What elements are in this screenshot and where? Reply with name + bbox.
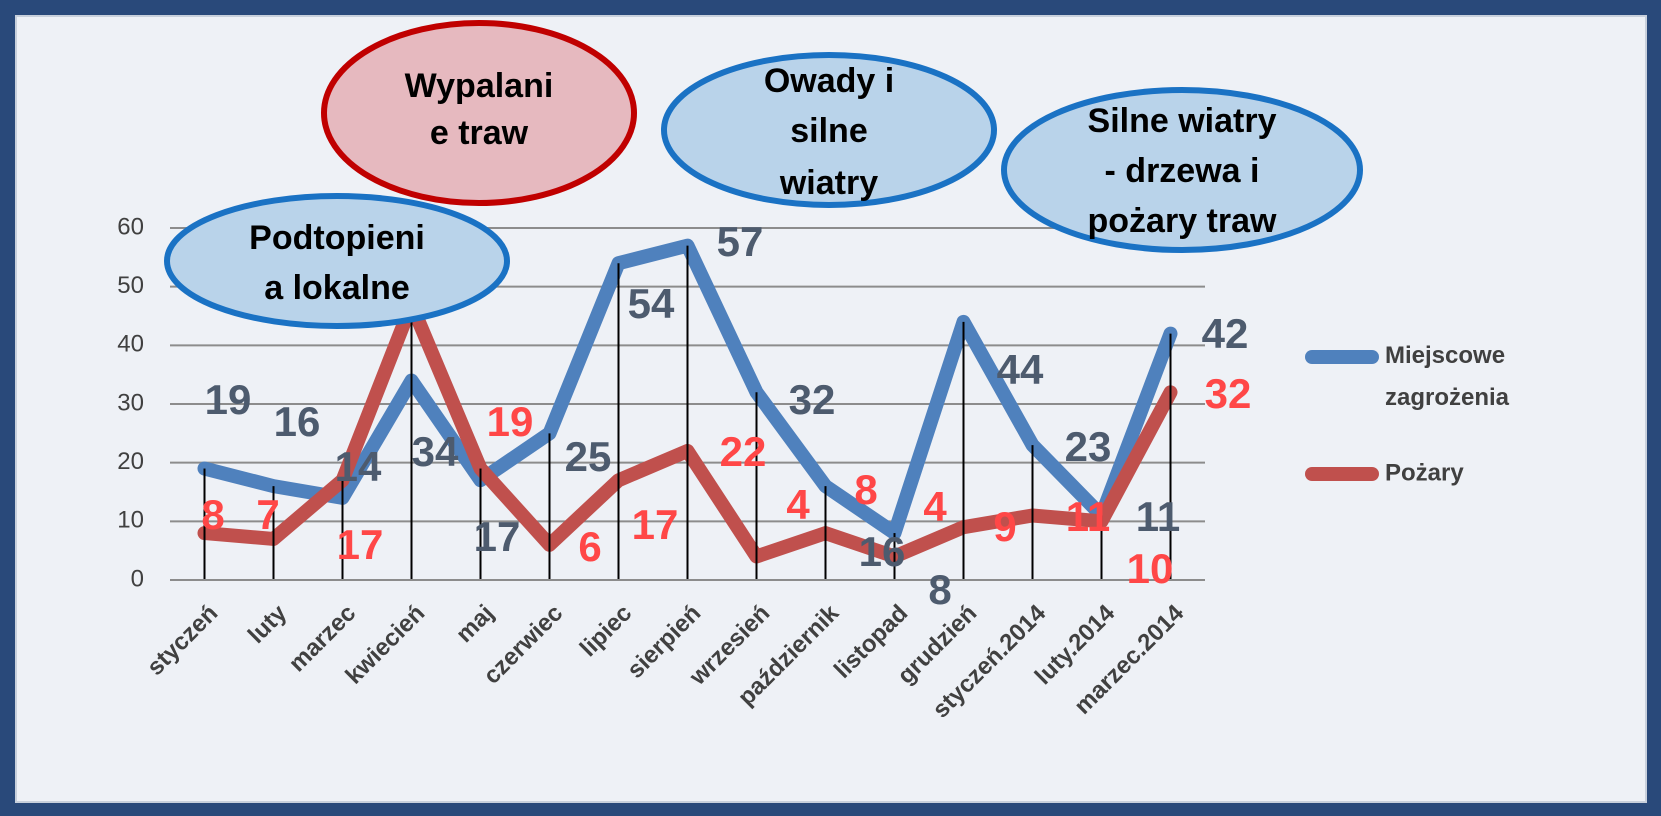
annotation-bubble (164, 193, 510, 329)
data-label: 54 (628, 280, 675, 327)
y-tick-label: 0 (131, 565, 144, 592)
data-label: 17 (474, 513, 521, 560)
annotation-text: Silne wiatry (1088, 102, 1277, 140)
annotation-text: silne (790, 112, 867, 150)
data-label: 17 (337, 521, 384, 568)
data-label: 4 (786, 481, 810, 528)
data-label: 42 (1202, 310, 1249, 357)
annotation-text: wiatry (779, 164, 878, 202)
data-label: 8 (854, 466, 877, 513)
data-label: 16 (274, 398, 321, 445)
y-tick-label: 10 (117, 507, 144, 534)
data-label: 32 (1205, 370, 1252, 417)
annotation-text: Podtopieni (249, 219, 425, 257)
data-label: 19 (487, 398, 534, 445)
data-label: 23 (1065, 423, 1112, 470)
data-label: 8 (201, 491, 224, 538)
annotation-text: Wypalani (405, 67, 554, 105)
y-tick-label: 50 (117, 272, 144, 299)
data-label: 11 (1066, 493, 1110, 540)
data-label: 8 (928, 566, 951, 613)
y-tick-label: 20 (117, 448, 144, 475)
legend-label: Miejscowe zagrożenia (1385, 342, 1512, 411)
data-label: 34 (412, 428, 459, 475)
annotation-text: a lokalne (264, 269, 410, 307)
annotation-text: - drzewa i (1105, 152, 1260, 190)
data-label: 6 (578, 523, 601, 570)
data-label: 16 (859, 528, 906, 575)
y-tick-label: 40 (117, 331, 144, 358)
y-tick-label: 60 (117, 213, 144, 240)
data-label: 9 (993, 503, 1016, 550)
data-label: 19 (205, 376, 252, 423)
data-label: 22 (720, 428, 767, 475)
data-label: 44 (997, 346, 1044, 393)
data-label: 14 (335, 443, 382, 490)
annotation-text: Owady i (764, 62, 894, 100)
data-label: 11 (1136, 493, 1180, 540)
annotation-text: pożary traw (1088, 202, 1277, 240)
annotation-bubble (1001, 87, 1363, 253)
annotation-text: e traw (430, 114, 529, 152)
data-label: 17 (632, 501, 679, 548)
data-label: 32 (789, 376, 836, 423)
legend-label: Pożary (1385, 459, 1464, 486)
data-label: 25 (565, 433, 612, 480)
y-tick-label: 30 (117, 389, 144, 416)
data-label: 4 (923, 483, 947, 530)
annotation-bubble (661, 52, 997, 208)
data-label: 7 (256, 491, 279, 538)
annotation-bubble (321, 20, 637, 206)
data-label: 10 (1127, 545, 1174, 592)
data-label: 57 (717, 218, 764, 265)
